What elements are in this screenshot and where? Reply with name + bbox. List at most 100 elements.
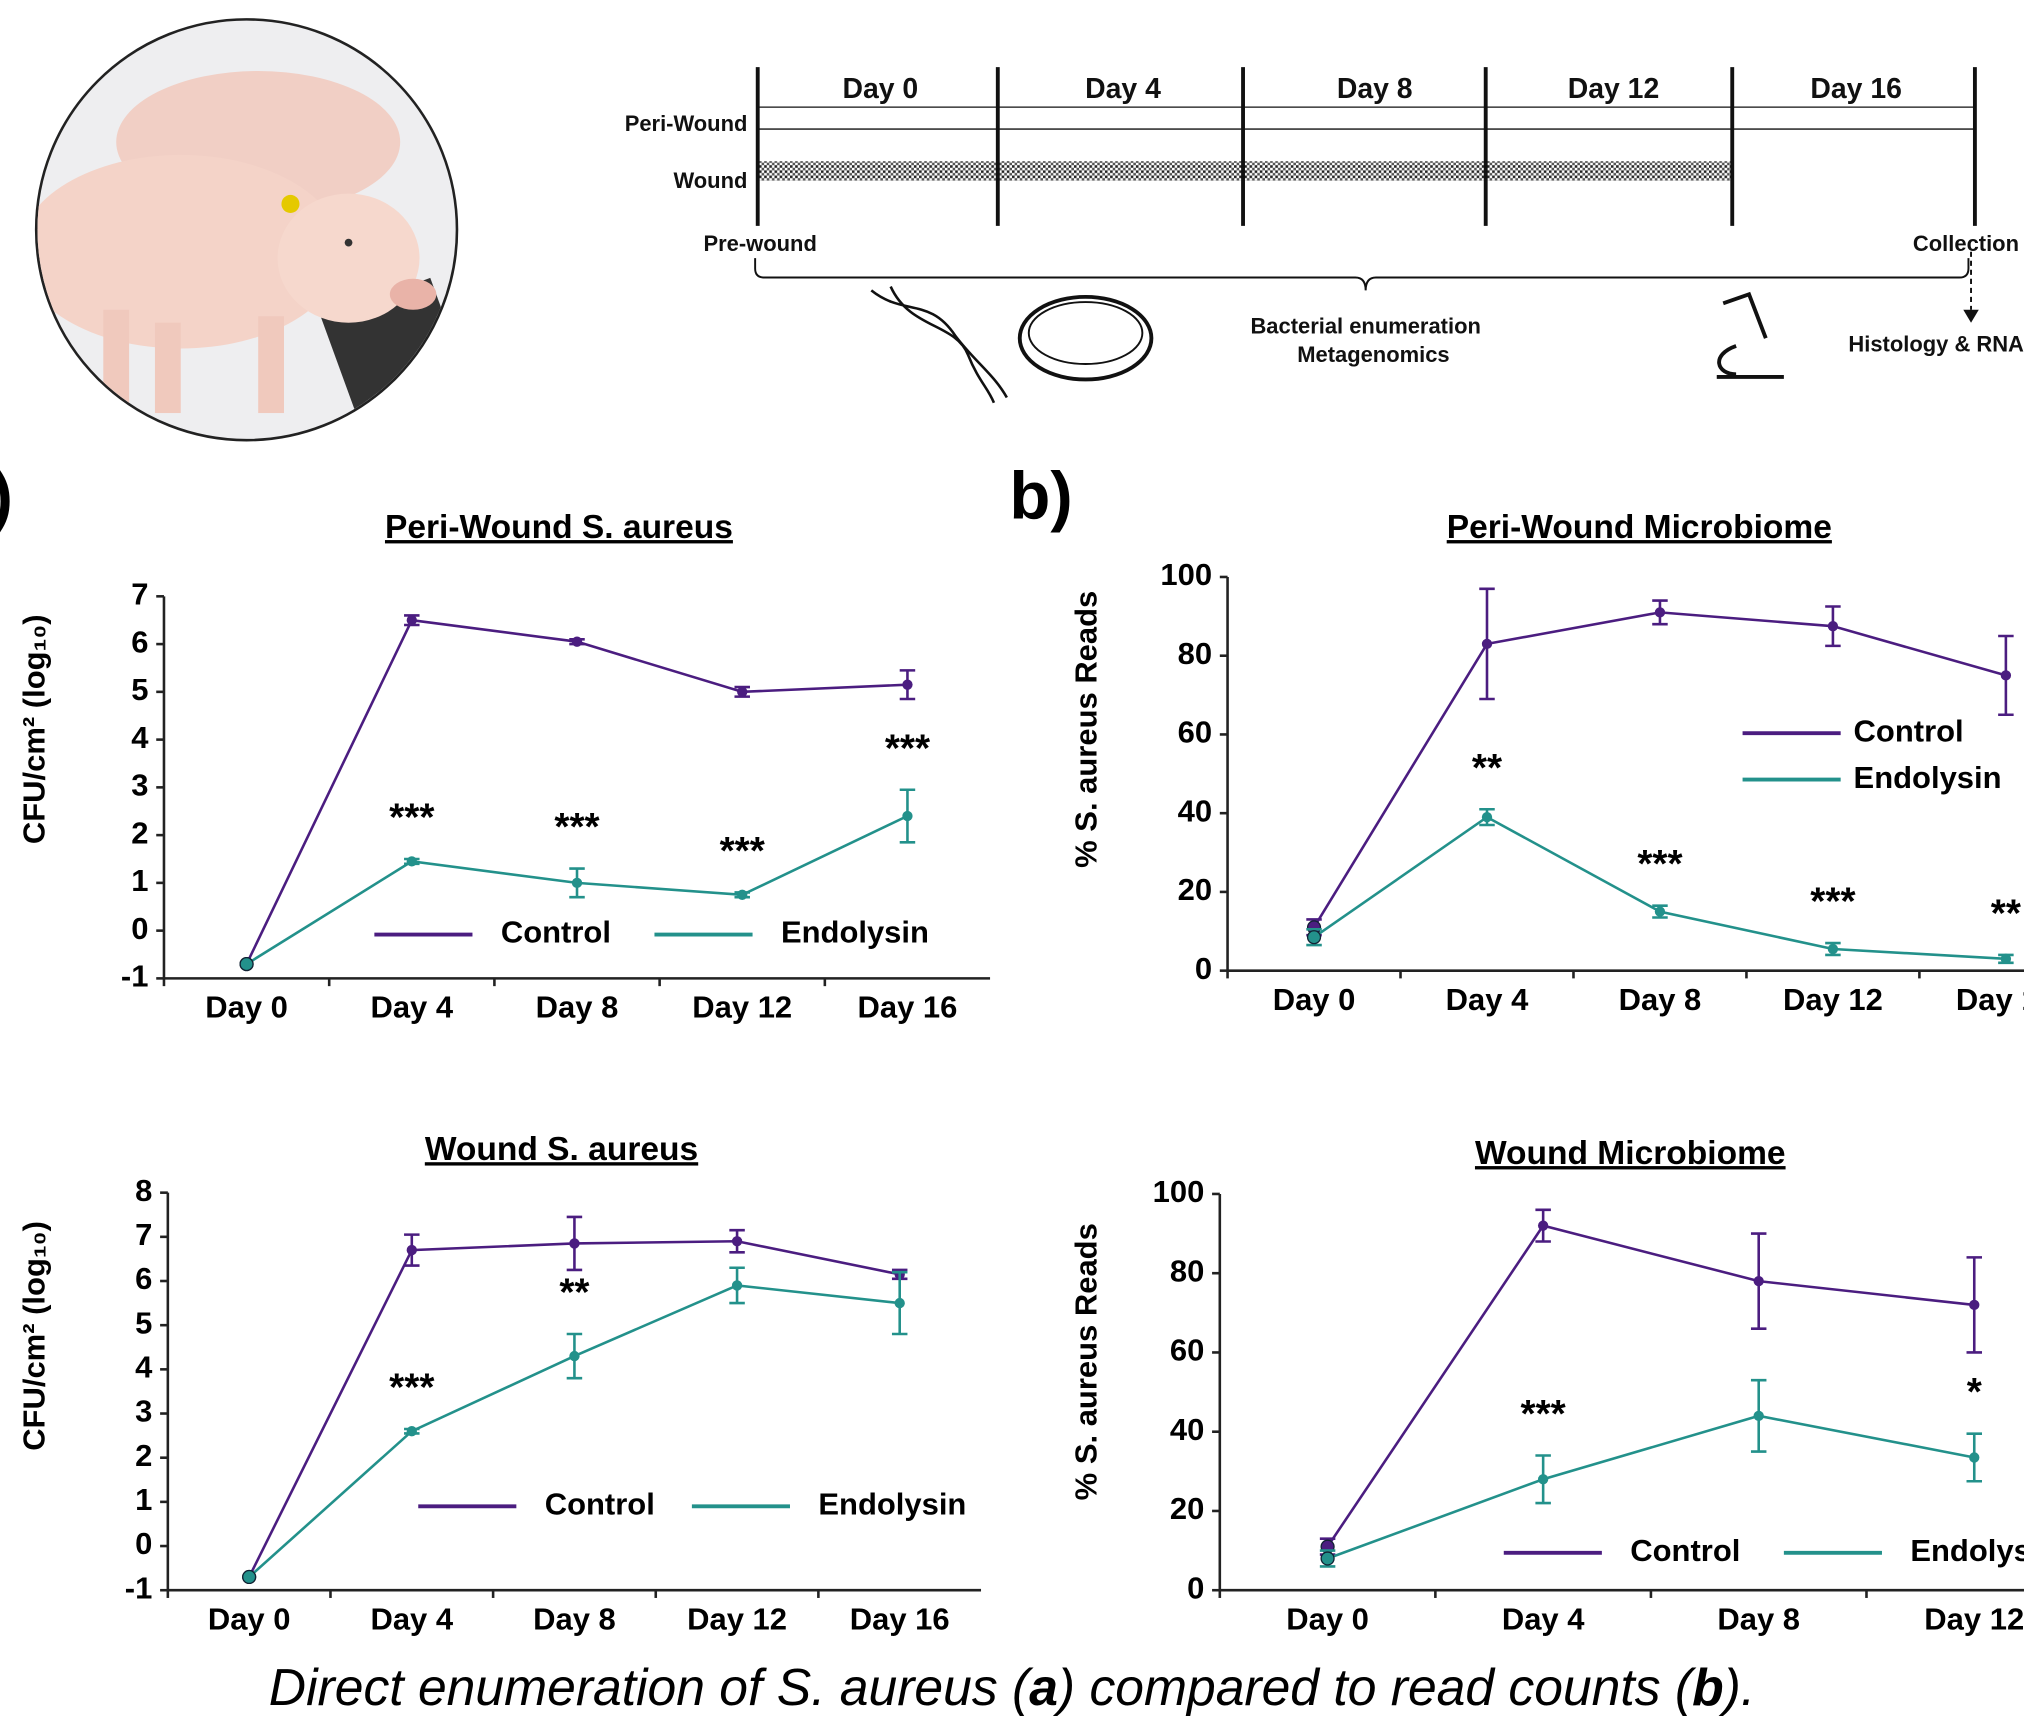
data-point [1538, 1220, 1548, 1230]
caption-text: ). [1718, 1658, 1756, 1716]
day-label: Day 4 [1085, 73, 1161, 105]
y-tick-label: 3 [131, 768, 148, 803]
x-tick-label: Day 4 [1446, 982, 1529, 1017]
x-tick-label: Day 8 [1717, 1601, 1800, 1636]
significance: * [1967, 1371, 1983, 1414]
y-tick-label: 80 [1178, 636, 1212, 671]
row-label: Wound [673, 168, 747, 193]
chart-title: Wound S. aureus [425, 1131, 698, 1168]
y-axis-label: % S. aureus Reads [1068, 591, 1103, 868]
y-tick-label: 5 [131, 672, 148, 707]
legend-label: Endolysin [781, 915, 929, 950]
significance: ** [1991, 892, 2022, 935]
y-tick-label: 2 [135, 1438, 152, 1473]
y-tick-label: 0 [135, 1526, 152, 1561]
data-point [737, 687, 747, 697]
y-tick-label: 60 [1178, 715, 1212, 750]
series-line [1314, 817, 2006, 959]
y-tick-label: 80 [1170, 1253, 1204, 1288]
data-point [1482, 812, 1492, 822]
y-tick-label: 20 [1170, 1491, 1204, 1526]
data-point [732, 1280, 742, 1290]
data-point [243, 1571, 256, 1584]
significance: *** [389, 1366, 435, 1409]
data-point [407, 615, 417, 625]
y-tick-label: 7 [131, 577, 148, 612]
chart-title: Peri-Wound Microbiome [1447, 509, 1832, 546]
significance: ** [1472, 747, 1503, 790]
y-axis-label: CFU/cm² (log₁₀) [16, 614, 51, 844]
y-tick-label: 6 [135, 1261, 152, 1296]
chart-title: Peri-Wound S. aureus [385, 509, 733, 546]
day-label: Day 0 [842, 73, 918, 105]
y-tick-label: 40 [1170, 1412, 1204, 1447]
data-point [1754, 1276, 1764, 1286]
day-label: Day 12 [1568, 73, 1660, 105]
chart: Wound Microbiome% S. aureus Reads0204060… [1068, 1135, 2024, 1636]
y-tick-label: 5 [135, 1305, 152, 1340]
y-tick-label: 0 [1195, 951, 1212, 986]
significance: *** [389, 797, 435, 840]
y-tick-label: 3 [135, 1394, 152, 1429]
y-axis-label: % S. aureus Reads [1068, 1223, 1103, 1500]
data-point [732, 1236, 742, 1246]
x-tick-label: Day 4 [370, 1601, 453, 1636]
data-point [407, 856, 417, 866]
x-tick-label: Day 8 [536, 990, 619, 1025]
x-tick-label: Day 12 [1783, 982, 1883, 1017]
significance: *** [1810, 881, 1856, 924]
data-point [1538, 1474, 1548, 1484]
data-point [1655, 906, 1665, 916]
y-tick-label: 0 [131, 911, 148, 946]
caption-text: ) compared to read counts ( [1052, 1658, 1697, 1716]
row-label: Peri-Wound [625, 111, 748, 136]
y-tick-label: -1 [121, 959, 149, 994]
legend-label: Control [501, 915, 611, 950]
data-point [572, 878, 582, 888]
caption: Direct enumeration of S. aureus (a) comp… [269, 1658, 1755, 1716]
y-tick-label: 0 [1187, 1570, 1204, 1605]
data-point [1321, 1552, 1334, 1565]
legend-label: Control [545, 1487, 655, 1522]
data-point [407, 1426, 417, 1436]
day-label: Day 16 [1810, 73, 1902, 105]
y-tick-label: 2 [131, 815, 148, 850]
x-tick-label: Day 8 [1619, 982, 1702, 1017]
data-point [569, 1238, 579, 1248]
data-point [902, 680, 912, 690]
y-tick-label: 4 [131, 720, 149, 755]
y-tick-label: 1 [135, 1482, 152, 1517]
caption-text: a [1029, 1658, 1058, 1716]
data-point [1828, 944, 1838, 954]
chart: Peri-Wound Microbiome% S. aureus Reads02… [1068, 509, 2024, 1017]
x-tick-label: Day 16 [858, 990, 958, 1025]
x-tick-label: Day 0 [1273, 982, 1356, 1017]
series-line [249, 1285, 900, 1577]
x-tick-label: Day 12 [692, 990, 792, 1025]
y-tick-label: -1 [125, 1570, 153, 1605]
data-point [1969, 1300, 1979, 1310]
data-point [572, 637, 582, 647]
method-label: Histology & RNA [1848, 332, 2024, 357]
y-tick-label: 8 [135, 1173, 152, 1208]
data-point [737, 890, 747, 900]
data-point [1308, 931, 1321, 944]
data-point [902, 811, 912, 821]
x-tick-label: Day 0 [1286, 1601, 1369, 1636]
x-tick-label: Day 16 [850, 1601, 950, 1636]
panel-label: ) [0, 459, 13, 534]
y-tick-label: 1 [131, 863, 148, 898]
x-tick-label: Day 8 [533, 1601, 616, 1636]
x-tick-label: Day 16 [1956, 982, 2024, 1017]
x-tick-label: Day 4 [370, 990, 453, 1025]
data-point [2001, 954, 2011, 964]
method-label: Bacterial enumeration [1250, 314, 1480, 339]
significance: *** [720, 830, 766, 873]
significance: ** [559, 1272, 590, 1315]
y-tick-label: 60 [1170, 1333, 1204, 1368]
legend-label: Control [1854, 713, 1964, 748]
legend-label: Endolysin [818, 1487, 966, 1522]
caption-text: b [1692, 1658, 1724, 1716]
x-tick-label: Day 12 [687, 1601, 787, 1636]
